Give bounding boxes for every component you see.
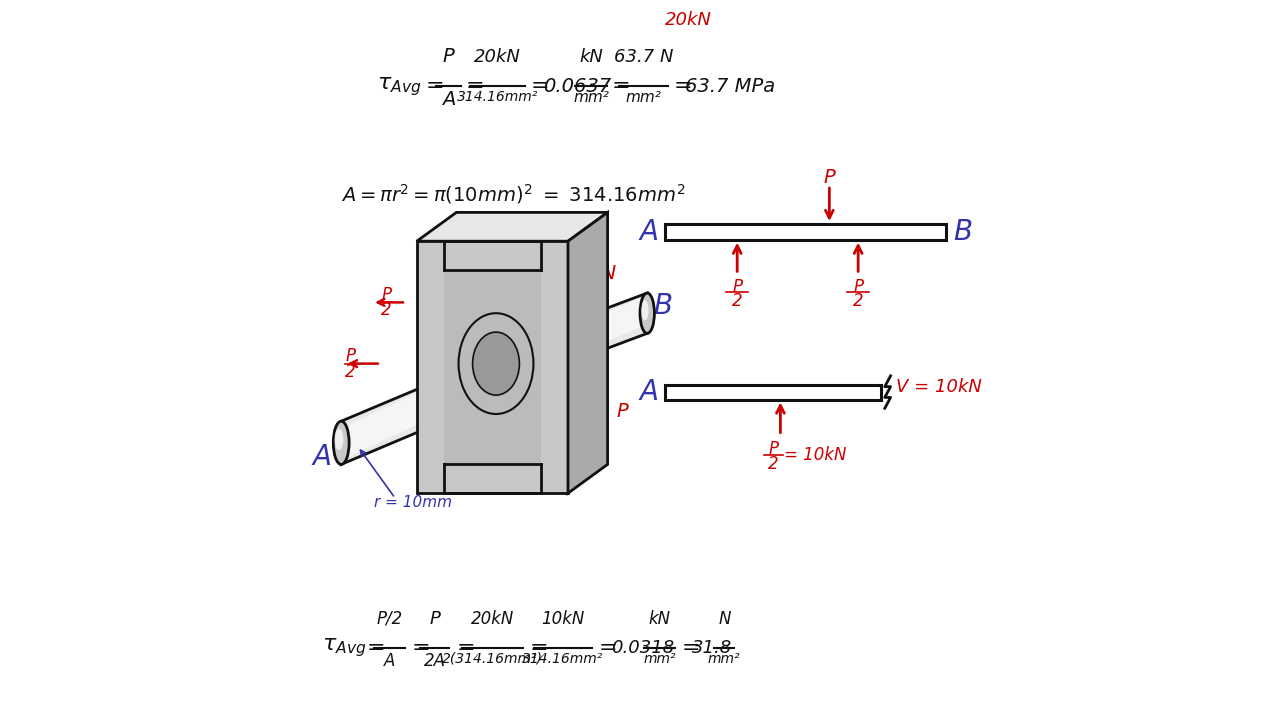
- Text: 31.8: 31.8: [692, 639, 732, 657]
- Text: mm²: mm²: [573, 90, 609, 105]
- Text: 2: 2: [346, 363, 356, 380]
- Text: =: =: [530, 638, 548, 658]
- Text: 0.0318: 0.0318: [612, 639, 675, 657]
- Text: =: =: [682, 638, 700, 658]
- Text: 2A: 2A: [424, 652, 445, 670]
- Text: =: =: [612, 76, 630, 96]
- Text: =: =: [366, 638, 385, 658]
- Text: P: P: [732, 277, 742, 295]
- Text: = 10kN: = 10kN: [783, 446, 846, 464]
- Text: =: =: [466, 76, 484, 96]
- Text: A: A: [442, 90, 456, 109]
- Polygon shape: [568, 212, 608, 493]
- Text: 20kN: 20kN: [664, 12, 712, 30]
- Text: P: P: [617, 402, 628, 421]
- Text: A: A: [384, 652, 396, 670]
- Text: 20kN: 20kN: [471, 610, 515, 628]
- Text: =: =: [531, 76, 549, 96]
- Polygon shape: [417, 241, 568, 493]
- Text: mm²: mm²: [626, 90, 662, 105]
- Bar: [666, 224, 946, 240]
- Text: 2(314.16mm²): 2(314.16mm²): [442, 652, 543, 665]
- Text: P: P: [823, 168, 836, 187]
- Text: $A = \pi r^2 = \pi(10mm)^2\ =\ 314.16mm^2$: $A = \pi r^2 = \pi(10mm)^2\ =\ 314.16mm^…: [342, 182, 686, 207]
- Text: 20kN: 20kN: [474, 48, 521, 66]
- Text: =: =: [457, 638, 476, 658]
- Bar: [666, 385, 881, 400]
- Text: P: P: [346, 348, 356, 366]
- Text: P = 20kN: P = 20kN: [525, 264, 616, 283]
- Text: =: =: [412, 638, 430, 658]
- Text: P: P: [429, 610, 440, 628]
- Text: 314.16mm²: 314.16mm²: [522, 652, 604, 665]
- Text: P: P: [443, 48, 454, 66]
- Text: 2: 2: [381, 301, 392, 319]
- Ellipse shape: [641, 300, 649, 320]
- Ellipse shape: [458, 313, 534, 414]
- Ellipse shape: [640, 293, 654, 333]
- Polygon shape: [539, 297, 644, 369]
- Text: 2: 2: [852, 292, 864, 310]
- Text: kN: kN: [649, 610, 671, 628]
- Text: P: P: [381, 287, 392, 305]
- Text: N: N: [718, 610, 731, 628]
- Text: =: =: [425, 76, 444, 96]
- Text: V = 10kN: V = 10kN: [896, 377, 982, 396]
- Text: mm²: mm²: [643, 652, 676, 665]
- Polygon shape: [342, 364, 477, 464]
- Text: A: A: [639, 218, 658, 246]
- Ellipse shape: [333, 421, 349, 464]
- Bar: [444, 270, 540, 464]
- Text: 63.7 MPa: 63.7 MPa: [685, 77, 776, 96]
- Text: B: B: [954, 218, 973, 246]
- Text: 2: 2: [732, 292, 742, 310]
- Text: 314.16mm²: 314.16mm²: [457, 90, 538, 104]
- Text: P: P: [854, 277, 863, 295]
- Text: B: B: [653, 292, 672, 320]
- Text: P: P: [768, 439, 778, 458]
- Text: A: A: [639, 379, 658, 406]
- Text: mm²: mm²: [708, 652, 741, 665]
- Text: A: A: [312, 444, 332, 471]
- Text: 10kN: 10kN: [541, 610, 585, 628]
- Polygon shape: [532, 293, 648, 377]
- Text: kN: kN: [579, 48, 603, 66]
- Text: $\tau_{Avg}$: $\tau_{Avg}$: [321, 636, 366, 660]
- Ellipse shape: [472, 332, 520, 395]
- Polygon shape: [348, 367, 471, 457]
- Text: =: =: [673, 76, 692, 96]
- Text: 63.7 N: 63.7 N: [614, 48, 673, 66]
- Text: 0.0637: 0.0637: [543, 77, 611, 96]
- Polygon shape: [417, 212, 608, 241]
- Text: $\tau_{Avg}$: $\tau_{Avg}$: [378, 75, 421, 98]
- Text: r = 10mm: r = 10mm: [374, 495, 452, 510]
- Text: =: =: [599, 638, 617, 658]
- Text: 2: 2: [768, 456, 778, 474]
- Ellipse shape: [335, 428, 343, 450]
- Text: P/2: P/2: [376, 610, 403, 628]
